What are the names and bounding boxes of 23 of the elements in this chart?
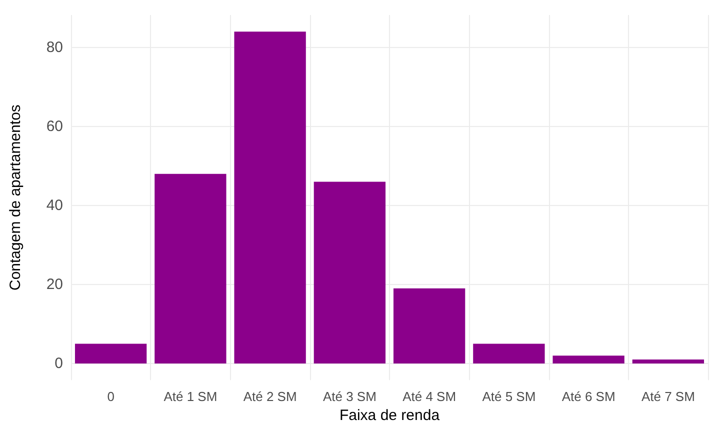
bar xyxy=(154,174,226,364)
x-tick-label: Até 7 SM xyxy=(641,389,695,404)
y-tick-label: 40 xyxy=(46,196,63,214)
x-tick-label: 0 xyxy=(107,389,114,404)
bar xyxy=(314,182,386,364)
x-tick-label: Até 6 SM xyxy=(562,389,616,404)
x-tick-label: Até 5 SM xyxy=(482,389,536,404)
bar xyxy=(393,288,466,364)
y-tick-label: 0 xyxy=(54,355,63,372)
bar xyxy=(552,356,624,364)
y-tick-label: 60 xyxy=(46,118,63,135)
x-tick-label: Até 1 SM xyxy=(164,389,218,404)
bar xyxy=(632,360,704,364)
y-tick-label: 80 xyxy=(46,38,63,56)
x-axis-title: Faixa de renda xyxy=(339,407,440,424)
x-tick-label: Até 3 SM xyxy=(322,389,376,404)
bar xyxy=(74,344,147,364)
x-tick-label: Até 2 SM xyxy=(243,389,297,404)
bar xyxy=(473,344,545,364)
y-tick-label: 20 xyxy=(46,276,63,293)
x-tick-label: Até 4 SM xyxy=(402,389,456,404)
bar xyxy=(234,32,306,364)
y-axis-title: Contagem de apartamentos xyxy=(7,104,24,291)
